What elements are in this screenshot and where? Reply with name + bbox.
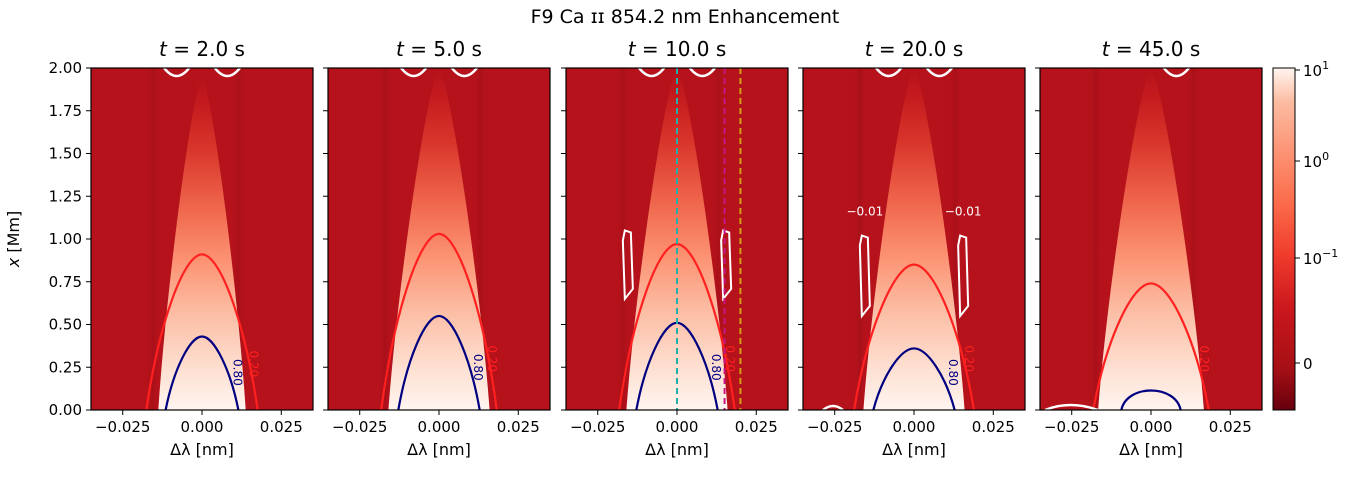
x-axis-label: Δλ [nm] [407, 440, 471, 459]
heatmap-area: 0.200.80 [91, 68, 313, 410]
contour-label: 0.20 [1197, 345, 1211, 372]
y-tick-label: 1.75 [49, 102, 82, 120]
contour-white-loop [957, 234, 970, 319]
x-tick-label: 0.000 [418, 418, 461, 436]
x-tick-label: −0.025 [570, 418, 626, 436]
panel-title: t = 2.0 s [159, 37, 245, 61]
colorbar-tick-label: 101 [1303, 59, 1329, 80]
panel-title: t = 10.0 s [628, 37, 727, 61]
contour-label: 0.20 [485, 345, 499, 372]
contour-line [852, 263, 976, 410]
contour-label: 0.20 [246, 350, 260, 377]
contour-white-arc [213, 68, 242, 78]
x-axis-label: Δλ [nm] [882, 440, 946, 459]
contour-white-loop [720, 229, 733, 302]
x-tick-label: 0.025 [260, 418, 303, 436]
contour-white-arc [874, 68, 903, 78]
y-tick-label: 2.00 [49, 59, 82, 77]
panel-4: 0.200.80 −0.01 −0.01 t = 20.0 s −0.025 0.000 0… [798, 37, 1026, 459]
contour-label-white: −0.01 [846, 205, 883, 219]
panel-title: t = 45.0 s [1102, 37, 1201, 61]
heatmap-area: 0.20 [1040, 68, 1262, 410]
contour-label: 0.80 [471, 354, 485, 381]
contour-white-arc [1162, 68, 1191, 78]
x-axis-label: Δλ [nm] [645, 440, 709, 459]
contour-white-arc [1044, 403, 1099, 410]
panel-2: 0.200.80 t = 5.0 s −0.025 0.000 0.025 Δλ [nm] [323, 37, 551, 459]
heatmap-side-band [378, 68, 392, 410]
contour-label: 0.20 [723, 345, 737, 372]
panel-1: 0.200.80 t = 2.0 s −0.025 0.000 0.025 Δλ [nm]… [4, 37, 314, 459]
contour-line [164, 335, 240, 410]
colorbar-tick-label: 100 [1303, 150, 1329, 171]
colorbar-tick-label: 10−1 [1303, 247, 1338, 268]
colorbar: 101 100 10−1 0 [1272, 59, 1338, 411]
contour-line [618, 243, 736, 410]
x-tick-label: −0.025 [807, 418, 863, 436]
x-tick-label: −0.025 [95, 418, 151, 436]
y-tick-label: 0.00 [49, 401, 82, 419]
x-tick-label: 0.025 [497, 418, 540, 436]
contour-white-arc [162, 68, 191, 78]
contour-label: 0.80 [231, 359, 245, 386]
heatmap-core [388, 68, 490, 410]
x-tick-label: 0.000 [656, 418, 699, 436]
y-tick-label: 1.00 [49, 230, 82, 248]
heatmap-side-band [853, 68, 867, 410]
y-tick-label: 0.75 [49, 273, 82, 291]
y-tick-label: 1.50 [49, 145, 82, 163]
contour-line [872, 347, 956, 410]
x-tick-label: 0.000 [1130, 418, 1173, 436]
heatmap-core [863, 68, 965, 410]
y-tick-label: 1.25 [49, 187, 82, 205]
contour-white-loop [621, 229, 634, 302]
contour-white-arc [450, 68, 479, 78]
heatmap-side-band [146, 68, 160, 410]
figure-suptitle: F9 Ca ɪɪ 854.2 nm Enhancement [531, 6, 840, 28]
x-tick-label: 0.025 [735, 418, 778, 436]
contour-white-arc [637, 68, 666, 78]
y-axis-label: x [Mm] [4, 211, 23, 268]
y-tick-label: 0.25 [49, 358, 82, 376]
x-tick-label: 0.025 [972, 418, 1015, 436]
heatmap-core [158, 76, 246, 410]
colorbar-tick-label: 0 [1303, 355, 1313, 373]
x-tick-label: 0.000 [181, 418, 224, 436]
contour-label: 0.20 [962, 345, 976, 372]
contour-label: 0.80 [709, 354, 723, 381]
heatmap-side-band [1089, 68, 1102, 410]
x-tick-label: 0.025 [1209, 418, 1252, 436]
x-axis-label: Δλ [nm] [170, 440, 234, 459]
x-axis-label: Δλ [nm] [1119, 440, 1183, 459]
contour-line [1120, 389, 1182, 410]
contour-line [397, 314, 481, 410]
contour-white-arc [688, 68, 717, 78]
panel-title: t = 20.0 s [865, 37, 964, 61]
y-tick-label: 0.50 [49, 316, 82, 334]
contour-white-arc [925, 68, 954, 78]
contour-line [1092, 282, 1210, 410]
panel-3: 0.200.80 t = 10.0 s −0.025 0.000 0.025 Δλ [nm… [561, 37, 789, 459]
contour-line [145, 253, 259, 410]
contour-white-arc [399, 68, 428, 78]
contour-label-white: −0.01 [945, 205, 982, 219]
colorbar-gradient [1272, 67, 1296, 411]
panel-5: 0.20 t = 45.0 s −0.025 0.000 0.025 Δλ [nm] [1035, 37, 1263, 459]
heatmap-core [1098, 68, 1204, 410]
heatmap-area: 0.200.80 [328, 68, 550, 410]
x-tick-label: 0.000 [893, 418, 936, 436]
contour-white-arc [822, 404, 844, 410]
contour-line [380, 232, 498, 410]
contour-label: 0.80 [946, 359, 960, 386]
heatmap-area: 0.200.80 [566, 68, 788, 410]
heatmap-area: 0.200.80 −0.01 −0.01 [803, 68, 1025, 410]
panel-title: t = 5.0 s [396, 37, 482, 61]
x-tick-label: −0.025 [332, 418, 388, 436]
x-tick-label: −0.025 [1044, 418, 1100, 436]
contour-white-loop [858, 234, 871, 319]
